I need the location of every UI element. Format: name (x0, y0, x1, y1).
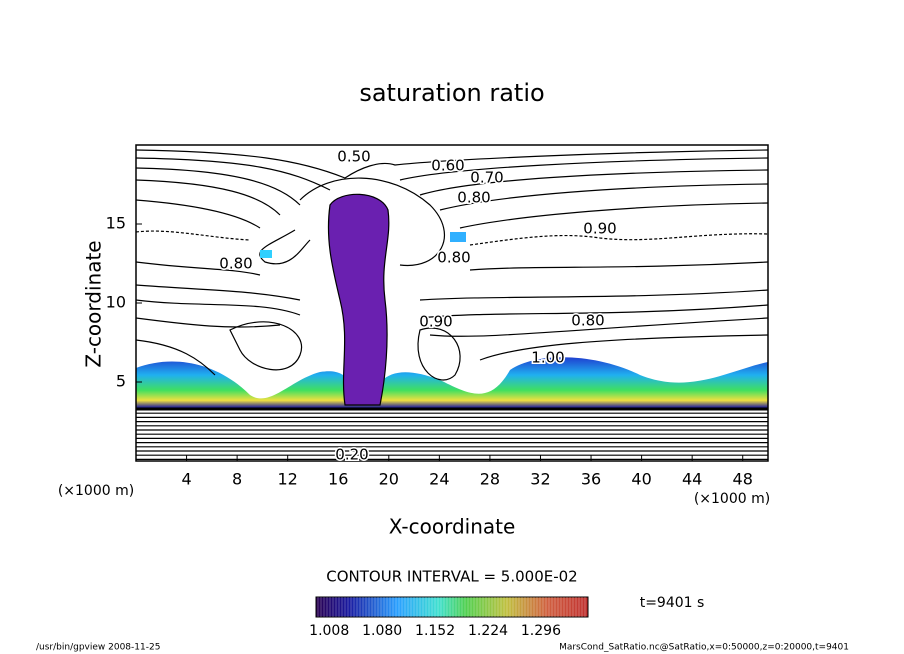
x-tick-label: 32 (530, 470, 550, 489)
x-tick-label: 28 (480, 470, 500, 489)
contour-lines (136, 407, 768, 460)
colorbar-stripes (317, 597, 586, 617)
contour-label: 0.80 (457, 189, 490, 207)
x-tick-label: 36 (581, 470, 601, 489)
y-tick-label: 10 (106, 293, 126, 312)
x-tick-label: 48 (733, 470, 753, 489)
contour-label: 0.90 (583, 220, 616, 238)
contour-field (136, 149, 768, 408)
colorbar-tick-label: 1.224 (468, 623, 508, 639)
colorbar (315, 596, 589, 618)
y-axis-label: Z-coordinate (82, 240, 106, 367)
shaded-plume (328, 194, 389, 405)
colorbar-tick-label: 1.296 (521, 623, 561, 639)
x-tick-label: 8 (232, 470, 242, 489)
colorbar-tick-label: 1.080 (362, 623, 402, 639)
contour-label: 0.20 (335, 446, 368, 464)
x-tick-label: 40 (631, 470, 651, 489)
x-tick-label: 4 (181, 470, 191, 489)
x-tick-label: 12 (278, 470, 298, 489)
x-tick-label: 20 (379, 470, 399, 489)
y-tick-label: 5 (116, 372, 126, 391)
x-tick-label: 24 (429, 470, 449, 489)
contour-label: 0.70 (470, 169, 503, 187)
footer-right: MarsCond_SatRatio.nc@SatRatio,x=0:50000,… (559, 643, 849, 653)
y-unit: (×1000 m) (58, 483, 134, 499)
contour-label: 0.60 (431, 157, 464, 175)
contour-label: 0.80 (437, 249, 470, 267)
contour-label: 0.80 (571, 312, 604, 330)
colorbar-tick-label: 1.008 (309, 623, 349, 639)
colorbar-tick-label: 1.152 (415, 623, 455, 639)
x-axis-label: X-coordinate (389, 515, 516, 539)
contour-label: 0.50 (337, 148, 370, 166)
x-unit: (×1000 m) (694, 491, 770, 507)
x-tick-label: 44 (682, 470, 702, 489)
footer-left: /usr/bin/gpview 2008-11-25 (36, 643, 160, 653)
contour-label: 0.90 (419, 313, 452, 331)
chart-title: saturation ratio (359, 79, 544, 107)
contour-interval: CONTOUR INTERVAL = 5.000E-02 (326, 568, 577, 586)
shaded-band (136, 357, 768, 408)
contour-label: 1.00 (531, 349, 564, 367)
x-tick-label: 16 (328, 470, 348, 489)
time-label: t=9401 s (640, 595, 705, 611)
y-tick-label: 15 (106, 214, 126, 233)
contour-label: 0.80 (219, 255, 252, 273)
